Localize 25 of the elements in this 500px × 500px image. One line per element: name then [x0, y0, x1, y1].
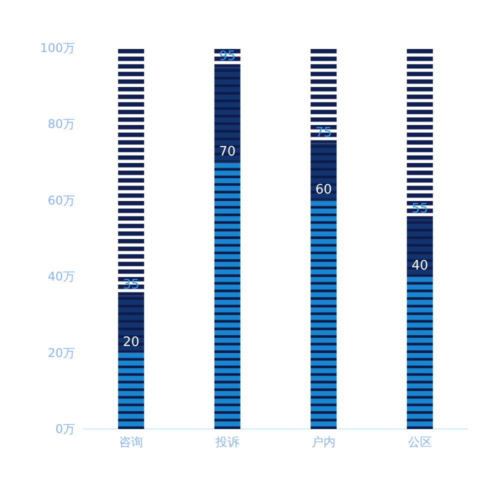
data-label: 20	[122, 334, 140, 350]
bar	[118, 296, 144, 353]
bar	[310, 200, 337, 429]
bar	[214, 162, 240, 429]
y-tick-label: 40万	[48, 270, 75, 284]
bar	[406, 276, 433, 429]
bar	[406, 219, 433, 277]
x-tick-label: 投诉	[214, 435, 240, 449]
data-label: 60	[315, 182, 332, 198]
bar	[118, 352, 144, 429]
y-tick-label: 100万	[40, 41, 75, 55]
data-label: 40	[412, 258, 428, 274]
x-tick-label: 咨询	[119, 435, 144, 449]
y-tick-label: 20万	[48, 346, 75, 360]
x-tick-label: 户内	[312, 435, 336, 449]
bar	[214, 67, 240, 162]
y-tick-label: 60万	[48, 193, 75, 208]
y-tick-label: 80万	[48, 117, 75, 132]
y-tick-label: 0万	[55, 422, 75, 436]
x-tick-label: 公区	[408, 435, 432, 449]
bar	[310, 48, 337, 144]
bar	[406, 48, 433, 220]
bar	[118, 48, 144, 296]
bar	[310, 143, 337, 200]
data-label: 70	[219, 144, 236, 160]
